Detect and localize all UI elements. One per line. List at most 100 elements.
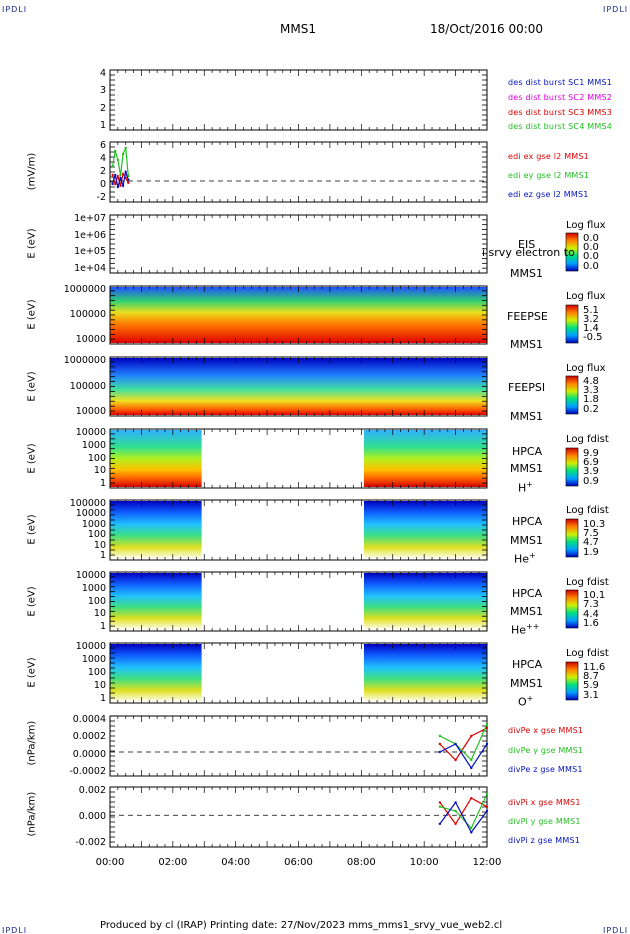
xaxis-label-6: 12:00 [472, 857, 502, 868]
ytick-label-des-dist-burst-0: 4 [99, 68, 106, 79]
series-point-edi-e-gse-1-4 [121, 152, 125, 156]
series-point-divpi-0-0 [438, 801, 442, 804]
series-point-divpe-0-3 [485, 726, 489, 730]
ytick-label-hpca-h-2: 100 [87, 452, 106, 464]
series-point-edi-e-gse-2-5 [124, 170, 127, 174]
hpca-hepp-mms1-label: MMS1 [510, 605, 543, 618]
eis-label: EIS [518, 238, 536, 251]
ylabel-edi-e-gse: (mV/m) [26, 152, 38, 191]
feepsi-cb-tick-0: 4.8 [583, 376, 599, 387]
ytick-label-divpi-2: -0.002 [75, 837, 106, 848]
ylabel-eis: E (eV) [26, 228, 38, 259]
ytick-label-hpca-o-3: 10 [93, 680, 106, 691]
corner-label-top-left: IPDLI [2, 5, 28, 14]
xaxis-label-3: 06:00 [284, 857, 313, 868]
ylabel-hpca-hepp: E (eV) [26, 585, 38, 617]
ytick-label-hpca-he-0: 100000 [69, 498, 106, 509]
colorbar-hpca-hepp [565, 589, 579, 629]
legend-edi-ey: edi ey gse l2 MMS1 [508, 171, 590, 180]
legend-edi-ez: edi ez gse l2 MMS1 [508, 190, 589, 199]
ytick-label-hpca-hepp-0: 10000 [75, 570, 106, 581]
spectrogram-feeps-i-0 [110, 358, 487, 415]
ytick-label-eis-2: 1e+05 [74, 246, 106, 258]
hpca-o-cb-tick-2: 5.9 [583, 680, 599, 691]
hpca-hepp-label: HPCA [512, 587, 543, 600]
ylabel-hpca-he: E (eV) [26, 514, 38, 545]
series-point-edi-e-gse-0-0 [111, 173, 114, 177]
eis-colorbar-title: Log flux [566, 220, 606, 231]
ylabel-hpca-o: E (eV) [26, 657, 38, 688]
series-point-divpe-2-3 [485, 742, 489, 746]
ytick-label-feeps-i-2: 10000 [75, 406, 106, 417]
colorbar-hpca-o [565, 661, 579, 701]
ytick-label-eis-1: 1e+06 [74, 229, 106, 241]
ytick-label-eis-0: 1e+07 [74, 213, 106, 224]
ytick-label-hpca-hepp-1: 1000 [81, 582, 106, 594]
series-point-edi-e-gse-2-4 [121, 184, 125, 187]
series-point-edi-e-gse-2-1 [114, 173, 117, 177]
hpca-he-cb-tick-1: 7.5 [583, 528, 599, 539]
date-title: 18/Oct/2016 00:00 [430, 22, 544, 36]
ytick-label-hpca-o-1: 1000 [81, 654, 106, 665]
ytick-label-hpca-hepp-2: 100 [87, 595, 106, 607]
colorbar-feeps-e [565, 304, 579, 344]
series-point-divpi-1-1 [454, 809, 457, 813]
hpca-he-species: He+ [514, 551, 536, 566]
feepsi-cb-tick-3: 0.2 [583, 404, 599, 415]
ytick-label-des-dist-burst-1: 3 [99, 85, 106, 97]
xaxis-label-2: 04:00 [221, 857, 251, 868]
xaxis-label-4: 08:00 [346, 857, 376, 868]
series-point-edi-e-gse-0-2 [116, 175, 120, 178]
series-point-divpe-0-2 [470, 734, 473, 738]
ylabel-feeps-e: E (eV) [26, 299, 38, 330]
hpca-o-species-sup: + [526, 694, 534, 703]
feepse-label: FEEPSE [507, 310, 548, 323]
ytick-label-feeps-e-1: 100000 [69, 309, 106, 320]
eis-extra-label: i srvy electron to [482, 246, 575, 259]
ytick-label-hpca-he-3: 100 [87, 529, 106, 541]
colorbar-hpca-he [565, 518, 579, 558]
series-point-divpe-1-3 [485, 722, 489, 726]
feepse-cb-tick-1: 3.2 [583, 314, 599, 325]
ytick-label-eis-3: 1e+04 [74, 263, 106, 274]
series-point-edi-e-gse-2-3 [119, 176, 122, 180]
ytick-label-hpca-he-1: 10000 [75, 508, 106, 520]
hpca-h-species-name: H [518, 481, 527, 495]
series-point-edi-e-gse-1-1 [114, 149, 117, 153]
hpca-o-species: O+ [518, 694, 533, 709]
ytick-label-hpca-he-2: 1000 [81, 518, 106, 530]
series-point-edi-e-gse-1-5 [124, 146, 127, 150]
hpca-h-species: H+ [518, 480, 533, 495]
legend-divpi-x: divPi x gse MMS1 [508, 798, 581, 807]
legend-divpi-y: divPi y gse MMS1 [508, 817, 581, 826]
hpca-hepp-cb-tick-0: 10.1 [583, 590, 606, 601]
series-point-divpi-0-2 [470, 796, 473, 800]
hpca-he-species-name: He [514, 552, 530, 566]
panels-layer [109, 69, 579, 848]
spectrogram-feeps-e-0 [110, 287, 487, 343]
feepsi-colorbar-title: Log flux [566, 363, 606, 374]
ytick-label-hpca-o-2: 100 [87, 667, 106, 678]
colorbar-eis [565, 232, 579, 272]
series-line-divpe-0 [439, 727, 488, 761]
ytick-label-des-dist-burst-2: 2 [99, 102, 106, 114]
hpca-h-label: HPCA [512, 445, 543, 458]
eis-cb-tick-1: 0.0 [583, 242, 599, 253]
hpca-hepp-colorbar-title: Log fdist [566, 577, 609, 588]
hpca-h-cb-tick-0: 9.9 [583, 448, 599, 459]
feepse-cb-tick-2: 1.4 [583, 323, 599, 334]
hpca-h-cb-tick-3: 0.9 [583, 476, 599, 487]
hpca-o-cb-tick-0: 11.6 [583, 662, 606, 673]
ytick-label-divpe-2: 0.0000 [72, 748, 106, 760]
panel-frame-des-dist-burst [109, 69, 488, 131]
series-point-divpe-2-1 [454, 742, 457, 746]
hpca-o-mms1-label: MMS1 [510, 677, 543, 690]
legend-divpe-z: divPe z gse MMS1 [508, 765, 583, 774]
panel-frame-divpe [109, 715, 488, 777]
legend-des-sc3: des dist burst SC3 MMS3 [508, 108, 613, 117]
series-point-edi-e-gse-2-2 [116, 185, 120, 189]
series-point-divpi-0-3 [485, 805, 489, 808]
ytick-label-hpca-h-3: 10 [93, 465, 106, 477]
series-point-divpi-2-3 [485, 809, 489, 813]
